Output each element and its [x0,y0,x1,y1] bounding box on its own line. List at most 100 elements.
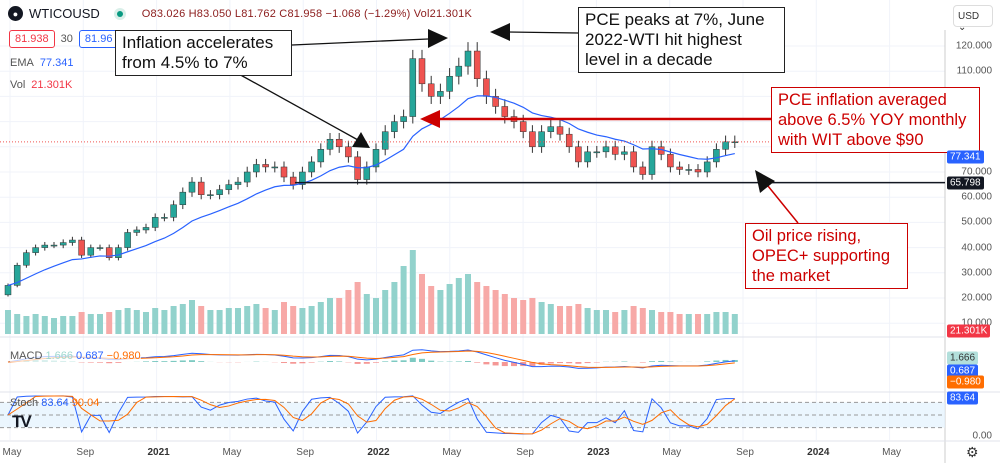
volume-bar [676,314,683,334]
vol-value: 21.301K [31,79,73,91]
candle [179,191,187,206]
volume-bar [290,306,297,334]
macd-label: MACD [10,350,43,362]
candle [602,146,610,153]
volume-bar [60,316,67,334]
volume-bar [281,302,287,334]
macd-histogram-bar [529,362,536,367]
vol-legend[interactable]: Vol 21.301K [10,79,72,91]
candle [4,285,12,296]
macd-histogram-bar [373,362,379,363]
candle [243,171,251,183]
candle [418,58,426,85]
buy-button[interactable]: 81.96 [78,30,119,48]
tradingview-logo[interactable]: TV [12,412,32,431]
arrowhead-icon [352,132,370,148]
volume-bar [198,306,205,334]
macd-histogram-bar [354,362,361,364]
candle [593,151,601,154]
macd-histogram-bar [391,360,398,362]
candle [207,194,214,196]
macd-line-tag: 0.687 [947,364,979,378]
macd-histogram-bar [299,362,306,364]
volume-bar [179,304,186,334]
volume-bar [271,310,278,334]
volume-bar [363,294,370,334]
volume-bar [639,308,646,334]
support-price-tag: 65.798 [947,176,984,190]
candle [400,116,407,122]
macd-histogram-bar [557,362,563,364]
settings-gear-icon[interactable]: ⚙ [966,444,979,460]
volume-bar [520,300,527,334]
currency-select[interactable]: USD ⌄ [953,5,993,33]
time-axis-label: 2023 [587,447,610,458]
candle [483,78,490,97]
arrow-line [767,185,799,224]
candle [409,58,417,117]
price-axis-label: 30.000 [961,267,992,279]
macd-histogram-bar [649,361,655,362]
ema-label: EMA [10,57,34,69]
time-axis-label: May [882,447,902,458]
candle [584,151,591,163]
volume-bar [566,306,573,334]
volume-bar [492,290,499,334]
macd-histogram-bar [106,362,113,364]
volume-bar [455,278,462,334]
volume-bar [207,310,214,334]
stoch-tag: 83.64 [947,391,979,405]
candle [161,217,168,219]
volume-bar [575,304,582,334]
price-axis-label: 40.000 [961,242,992,254]
macd-histogram-bar [704,361,711,362]
volume-bar [41,316,48,334]
macd-histogram-bar [336,361,343,362]
macd-histogram-bar [198,361,205,362]
macd-histogram-bar [308,362,315,363]
stoch-legend[interactable]: Stoch 83.64 90.04 [10,397,99,409]
volume-bar [124,308,131,334]
annotation-pce-average: PCE inflation averaged above 6.5% YOY mo… [771,87,980,153]
trade-buttons: 81.938 30 81.96 [9,30,119,48]
ema-line [7,95,735,286]
candle [575,146,582,163]
ema-price-tag: 77.341 [947,150,984,164]
macd-histogram-bar [474,362,481,363]
stoch-d-value: 90.04 [71,397,100,409]
time-axis-label: May [2,447,22,458]
volume-bar [593,310,600,334]
symbol-name[interactable]: WTICOUSD [29,6,100,21]
candle [59,242,67,246]
volume-bar [649,310,655,334]
volume-bar [308,306,315,334]
candle [216,189,223,195]
candle [262,164,269,168]
volume-bar [51,318,57,334]
macd-histogram-bar [327,361,333,362]
macd-histogram-bar [400,360,407,362]
price-axis-label: 50.000 [961,216,992,228]
stoch-d-line [7,395,736,435]
volume-bar [446,284,453,334]
candle [234,181,242,185]
volume-bar [428,286,435,334]
annotation-inflation-accelerates: Inflation accelerates from 4.5% to 7% [115,30,292,76]
stoch-label: Stoch [10,397,39,409]
volume-bar [713,312,720,334]
candle [676,166,683,170]
candle [492,96,499,107]
price-axis-label: 10.000 [961,317,992,329]
ema-legend[interactable]: EMA 77.341 [10,57,74,69]
macd-line-value: 0.687 [76,350,104,362]
macd-legend[interactable]: MACD 1.666 0.687 −0.980 [10,350,141,362]
sell-button[interactable]: 81.938 [9,30,55,48]
chevron-down-icon: ⌄ [958,22,967,33]
candle [630,151,637,168]
candle [280,166,288,178]
volume-bar [437,290,444,334]
macd-histogram-bar [409,357,416,362]
candle [381,131,389,150]
volume-bar [225,308,232,334]
candle [32,247,39,253]
